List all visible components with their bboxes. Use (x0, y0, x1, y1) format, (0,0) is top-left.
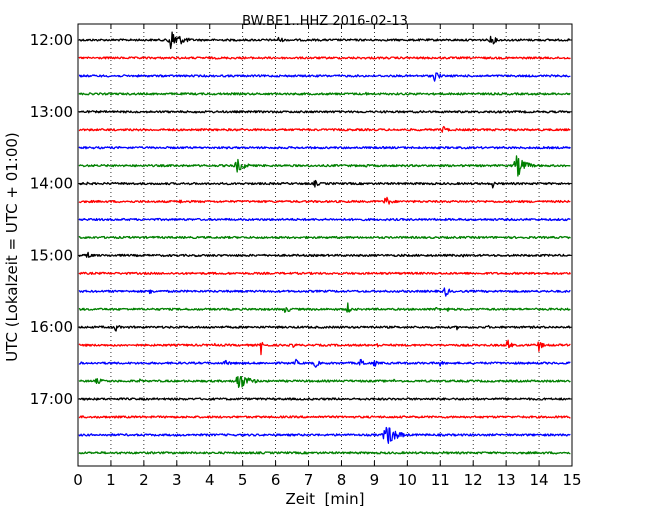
x-axis-ticks: 0 1 2 3 4 5 6 7 8 9 10 11 12 13 14 15 (73, 24, 582, 489)
seismic-trace (78, 324, 571, 332)
x-axis-label: Zeit [min] (285, 490, 364, 508)
seismic-trace (78, 339, 571, 356)
x-tick-label: 3 (172, 471, 182, 489)
chart-title: BW.BE1..HHZ 2016-02-13 (242, 14, 408, 29)
seismic-trace (79, 110, 571, 114)
seismic-trace (78, 196, 571, 205)
y-tick-label: 16:00 (30, 318, 73, 336)
seismic-trace (78, 146, 571, 150)
seismic-trace (78, 271, 571, 275)
y-axis-label: UTC (Lokalzeit = UTC + 01:00) (3, 132, 21, 362)
x-tick-label: 11 (431, 471, 450, 489)
y-tick-label: 14:00 (30, 175, 73, 193)
x-tick-label: 12 (464, 471, 483, 489)
seismic-trace (78, 125, 571, 133)
seismic-trace (78, 155, 571, 177)
seismic-trace (78, 179, 571, 189)
y-tick-label: 13:00 (30, 103, 73, 121)
y-tick-label: 12:00 (30, 31, 73, 49)
seismic-trace (78, 217, 571, 222)
seismic-trace (78, 287, 571, 297)
y-tick-label: 15:00 (30, 246, 73, 264)
seismic-trace (78, 251, 571, 258)
x-tick-label: 8 (337, 471, 347, 489)
x-tick-label: 15 (562, 471, 581, 489)
x-tick-label: 0 (73, 471, 83, 489)
x-tick-label: 7 (304, 471, 314, 489)
seismic-trace (78, 31, 571, 50)
seismic-trace (78, 72, 571, 82)
y-tick-label: 17:00 (30, 390, 73, 408)
grid-lines (110, 24, 540, 466)
x-tick-label: 4 (205, 471, 215, 489)
x-tick-label: 10 (398, 471, 417, 489)
traces (78, 31, 571, 455)
seismic-trace (78, 91, 571, 96)
seismic-trace (78, 302, 571, 313)
x-tick-label: 1 (106, 471, 116, 489)
seismic-trace (78, 397, 571, 401)
x-tick-label: 2 (139, 471, 149, 489)
seismic-trace (78, 450, 571, 455)
y-axis-ticks: 12:00 13:00 14:00 15:00 16:00 17:00 (30, 31, 572, 408)
seismic-trace (78, 358, 571, 368)
x-tick-label: 5 (238, 471, 248, 489)
seismic-trace (78, 235, 571, 240)
seismic-trace (78, 56, 571, 60)
seismic-trace (78, 415, 571, 419)
x-tick-label: 6 (271, 471, 281, 489)
seismic-trace (78, 376, 571, 388)
x-tick-label: 14 (530, 471, 549, 489)
plot-frame (77, 23, 573, 467)
x-tick-label: 13 (497, 471, 516, 489)
x-tick-label: 9 (370, 471, 380, 489)
seismic-trace (78, 426, 571, 444)
